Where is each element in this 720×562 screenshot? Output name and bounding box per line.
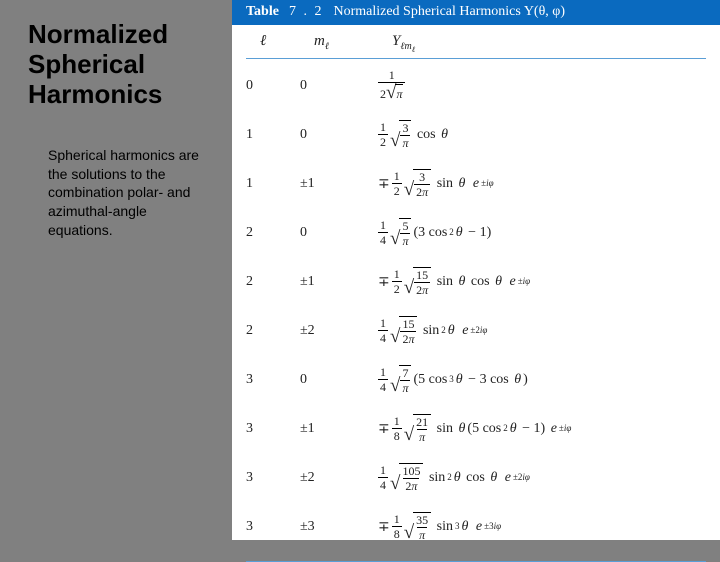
cell-y: 14152π sin2θ e±2iφ bbox=[378, 316, 706, 345]
cell-y: ∓1835π sin3θ e±3iφ bbox=[378, 512, 706, 541]
col-header-l: ℓ bbox=[260, 33, 314, 54]
cell-m: ±1 bbox=[300, 176, 378, 192]
cell-y: ∓1232π sin θ e±iφ bbox=[378, 169, 706, 198]
cell-l: 2 bbox=[246, 323, 300, 339]
cell-l: 1 bbox=[246, 176, 300, 192]
col-header-y: Yℓmℓ bbox=[392, 33, 692, 54]
table-header-bar: Table 7 . 2 Normalized Spherical Harmoni… bbox=[232, 0, 720, 25]
table-row: 3 ±3 ∓1835π sin3θ e±3iφ bbox=[246, 502, 706, 551]
table-number: 7 . 2 bbox=[289, 4, 324, 20]
cell-m: ±3 bbox=[300, 519, 378, 535]
cell-m: ±1 bbox=[300, 274, 378, 290]
cell-l: 3 bbox=[246, 470, 300, 486]
title-line-3: Harmonics bbox=[28, 79, 162, 109]
cell-l: 2 bbox=[246, 274, 300, 290]
table-row: 3 0 147π(5 cos3θ − 3 cos θ) bbox=[246, 355, 706, 404]
table-row: 2 ±2 14152π sin2θ e±2iφ bbox=[246, 306, 706, 355]
table-row: 0 0 12π bbox=[246, 61, 706, 110]
cell-m: 0 bbox=[300, 78, 378, 94]
cell-l: 3 bbox=[246, 372, 300, 388]
table-row: 3 ±2 141052π sin2θ cos θ e±2iφ bbox=[246, 453, 706, 502]
title-line-2: Spherical bbox=[28, 49, 145, 79]
cell-m: 0 bbox=[300, 372, 378, 388]
cell-m: ±1 bbox=[300, 421, 378, 437]
table-row: 2 0 145π(3 cos2θ − 1) bbox=[246, 208, 706, 257]
cell-m: 0 bbox=[300, 127, 378, 143]
table-row: 1 0 123π cos θ bbox=[246, 110, 706, 159]
cell-y: 12π bbox=[378, 69, 706, 101]
table-row: 2 ±1 ∓12152π sin θ cos θ e±iφ bbox=[246, 257, 706, 306]
cell-m: ±2 bbox=[300, 323, 378, 339]
cell-y: 147π(5 cos3θ − 3 cos θ) bbox=[378, 365, 706, 394]
cell-l: 1 bbox=[246, 127, 300, 143]
body-text: Spherical harmonics are the solutions to… bbox=[28, 146, 224, 240]
page-title: Normalized Spherical Harmonics bbox=[28, 20, 224, 110]
title-line-1: Normalized bbox=[28, 19, 168, 49]
table-row: 3 ±1 ∓1821π sin θ(5 cos2θ − 1) e±iφ bbox=[246, 404, 706, 453]
table-title: Normalized Spherical Harmonics Y(θ, φ) bbox=[333, 4, 565, 20]
cell-y: ∓1821π sin θ(5 cos2θ − 1) e±iφ bbox=[378, 414, 706, 443]
left-column: Normalized Spherical Harmonics Spherical… bbox=[0, 0, 232, 540]
table-column-headers: ℓ mℓ Yℓmℓ bbox=[246, 25, 706, 59]
table-panel: Table 7 . 2 Normalized Spherical Harmoni… bbox=[232, 0, 720, 540]
cell-l: 0 bbox=[246, 78, 300, 94]
table-body: 0 0 12π 1 0 123π cos θ 1 ±1 ∓1232π sin θ… bbox=[232, 59, 720, 559]
col-header-m: mℓ bbox=[314, 33, 392, 54]
cell-y: 145π(3 cos2θ − 1) bbox=[378, 218, 706, 247]
table-row: 1 ±1 ∓1232π sin θ e±iφ bbox=[246, 159, 706, 208]
cell-m: ±2 bbox=[300, 470, 378, 486]
table-label: Table bbox=[246, 4, 279, 20]
cell-m: 0 bbox=[300, 225, 378, 241]
cell-l: 3 bbox=[246, 519, 300, 535]
cell-l: 2 bbox=[246, 225, 300, 241]
cell-y: 141052π sin2θ cos θ e±2iφ bbox=[378, 463, 706, 492]
cell-y: ∓12152π sin θ cos θ e±iφ bbox=[378, 267, 706, 296]
cell-y: 123π cos θ bbox=[378, 120, 706, 149]
cell-l: 3 bbox=[246, 421, 300, 437]
